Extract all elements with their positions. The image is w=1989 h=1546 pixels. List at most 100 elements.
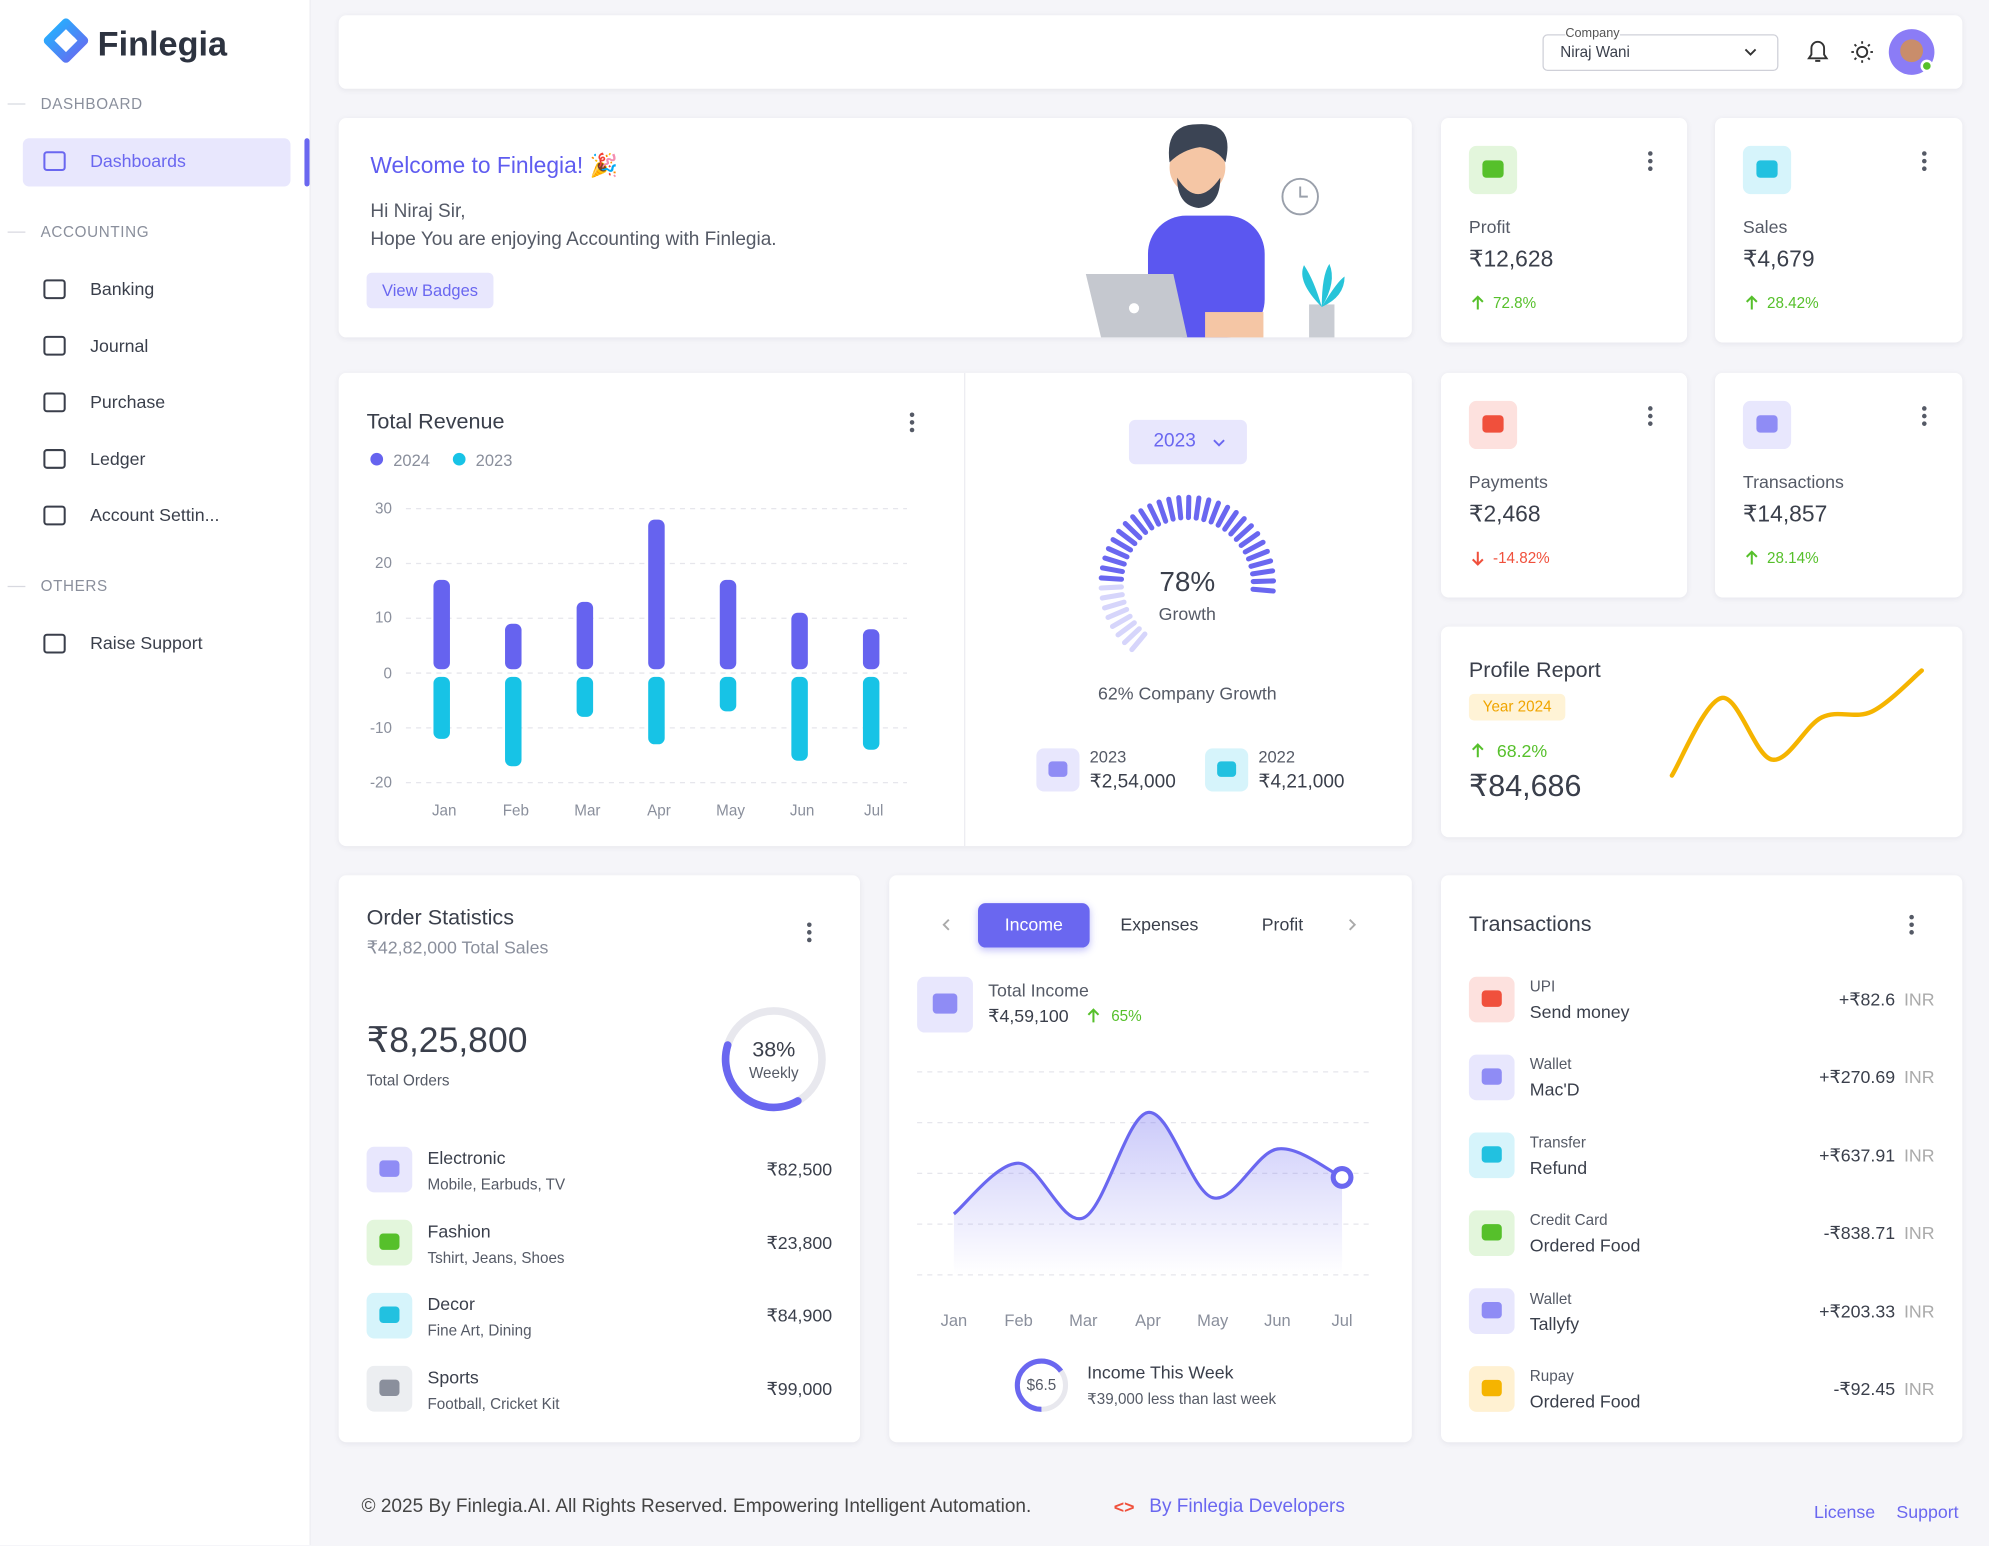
x-tick-label: Mar bbox=[574, 801, 601, 820]
legend-label: 2024 bbox=[393, 450, 430, 470]
category-detail: Fine Art, Dining bbox=[427, 1321, 532, 1340]
year-select[interactable] bbox=[1128, 419, 1247, 465]
transaction-amount: -₹838.71 bbox=[1823, 1222, 1896, 1243]
y-tick-label: 20 bbox=[375, 554, 392, 573]
y-tick-label: -20 bbox=[369, 773, 392, 792]
footer-link[interactable]: Support bbox=[1896, 1501, 1959, 1522]
transaction-method: Wallet bbox=[1529, 1289, 1572, 1308]
tab-label[interactable]: Expenses bbox=[1120, 914, 1199, 935]
revenue-card bbox=[338, 372, 1412, 847]
tab-label[interactable]: Income bbox=[1004, 914, 1063, 935]
transaction-currency: INR bbox=[1904, 988, 1935, 1010]
category-amount: ₹23,800 bbox=[766, 1231, 833, 1253]
legend-label: 2023 bbox=[475, 450, 513, 470]
year-badge-label: Year 2024 bbox=[1482, 697, 1552, 716]
category-name: Decor bbox=[427, 1293, 475, 1314]
nav-item[interactable]: Ledger bbox=[90, 448, 146, 469]
nav-item[interactable]: Banking bbox=[90, 278, 155, 299]
code-icon: <> bbox=[1113, 1496, 1135, 1517]
nav-item[interactable]: Purchase bbox=[90, 391, 166, 412]
x-tick-label: Jul bbox=[1331, 1310, 1353, 1330]
category-name: Electronic bbox=[427, 1147, 506, 1168]
chart-title: Total Revenue bbox=[366, 409, 505, 434]
x-tick-label: May bbox=[1197, 1310, 1229, 1330]
x-tick-label: Feb bbox=[1004, 1310, 1033, 1330]
order-statistics-card bbox=[338, 875, 861, 1443]
transaction-method: Transfer bbox=[1529, 1133, 1586, 1152]
year-badge bbox=[1468, 693, 1566, 721]
income-change: 65% bbox=[1111, 1006, 1142, 1025]
donut-caption: Weekly bbox=[748, 1064, 799, 1082]
year-select-label[interactable]: 2023 bbox=[1153, 430, 1196, 452]
x-tick-label: Feb bbox=[502, 801, 529, 820]
transaction-desc: Ordered Food bbox=[1529, 1235, 1641, 1256]
active-indicator bbox=[304, 138, 310, 187]
card-title: Transactions bbox=[1468, 911, 1592, 936]
order-total: ₹8,25,800 bbox=[366, 1020, 528, 1060]
company-name: Niraj Wani bbox=[1560, 42, 1630, 61]
nav-item[interactable]: Raise Support bbox=[90, 632, 203, 654]
section-title: ACCOUNTING bbox=[40, 223, 150, 241]
stat-value: ₹12,628 bbox=[1468, 246, 1554, 272]
topbar bbox=[338, 15, 1963, 89]
brand: Finlegia bbox=[97, 25, 228, 64]
week-badge: $6.5 bbox=[1026, 1376, 1057, 1394]
company-select[interactable] bbox=[1542, 34, 1779, 72]
growth-caption: 62% Company Growth bbox=[1097, 683, 1277, 704]
growth-year: 2022 bbox=[1258, 747, 1296, 767]
stat-change: -14.82% bbox=[1493, 549, 1550, 567]
x-tick-label: Mar bbox=[1069, 1310, 1098, 1330]
active-tab[interactable] bbox=[978, 903, 1090, 948]
tab-label[interactable]: Profit bbox=[1261, 914, 1304, 935]
y-tick-label: -10 bbox=[369, 718, 392, 737]
footer-link[interactable]: License bbox=[1813, 1501, 1876, 1522]
income-label: Total Income bbox=[988, 980, 1089, 1001]
transaction-desc: Tallyfy bbox=[1529, 1313, 1580, 1334]
order-total-label: Total Orders bbox=[366, 1071, 450, 1090]
week-note: ₹39,000 less than last week bbox=[1087, 1390, 1277, 1408]
card-title: Order Statistics bbox=[366, 905, 514, 930]
transaction-amount: -₹92.45 bbox=[1833, 1378, 1896, 1399]
growth-amount: ₹4,21,000 bbox=[1258, 771, 1345, 793]
gauge-value: 78% bbox=[1159, 565, 1216, 598]
category-amount: ₹84,900 bbox=[766, 1305, 833, 1326]
category-amount: ₹99,000 bbox=[766, 1378, 833, 1399]
profile-amount: ₹84,686 bbox=[1468, 769, 1582, 804]
transaction-method: Credit Card bbox=[1529, 1211, 1608, 1230]
card-subtitle: ₹42,82,000 Total Sales bbox=[366, 936, 549, 958]
developers-link[interactable]: By Finlegia Developers bbox=[1149, 1495, 1345, 1518]
category-amount: ₹82,500 bbox=[766, 1158, 833, 1180]
nav-item[interactable]: Account Settin... bbox=[90, 504, 220, 526]
button-label[interactable]: View Badges bbox=[382, 280, 479, 300]
x-tick-label: Jan bbox=[431, 801, 457, 820]
view-badges-button[interactable] bbox=[366, 272, 494, 309]
nav-item[interactable]: Journal bbox=[90, 335, 149, 356]
nav-item[interactable]: Dashboards bbox=[90, 150, 186, 171]
category-detail: Tshirt, Jeans, Shoes bbox=[427, 1248, 565, 1267]
welcome-message: Hope You are enjoying Accounting with Fi… bbox=[370, 228, 777, 250]
y-tick-label: 10 bbox=[375, 609, 392, 627]
transaction-currency: INR bbox=[1904, 1066, 1935, 1088]
transaction-currency: INR bbox=[1904, 1144, 1935, 1165]
donut-label: 38% bbox=[752, 1037, 796, 1062]
transaction-amount: +₹203.33 bbox=[1819, 1300, 1896, 1321]
company-label: Company bbox=[1565, 26, 1620, 42]
stat-label: Sales bbox=[1742, 216, 1788, 237]
card-title: Profile Report bbox=[1468, 658, 1601, 683]
profile-change: 68.2% bbox=[1496, 740, 1548, 761]
y-tick-label: 0 bbox=[383, 663, 392, 682]
growth-amount: ₹2,54,000 bbox=[1089, 771, 1176, 793]
transaction-method: Rupay bbox=[1529, 1367, 1574, 1385]
income-total: ₹4,59,100 bbox=[988, 1005, 1069, 1026]
divider bbox=[964, 372, 966, 847]
stat-value: ₹2,468 bbox=[1468, 501, 1541, 527]
welcome-title: Welcome to Finlegia! 🎉 bbox=[370, 152, 618, 178]
transaction-desc: Mac'D bbox=[1529, 1079, 1580, 1100]
transaction-method: UPI bbox=[1529, 977, 1556, 996]
category-name: Sports bbox=[427, 1366, 479, 1387]
transaction-currency: INR bbox=[1904, 1222, 1935, 1243]
transaction-currency: INR bbox=[1904, 1378, 1935, 1399]
week-title: Income This Week bbox=[1087, 1361, 1234, 1383]
